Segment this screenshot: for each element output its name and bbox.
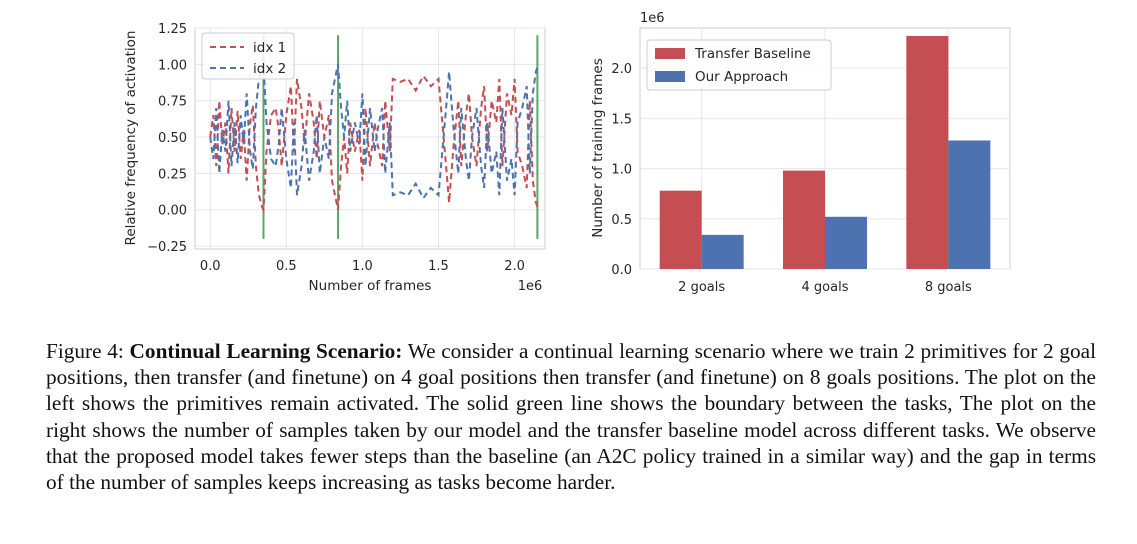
left-series-lines	[209, 60, 539, 214]
bar-our-approach-4-goals	[825, 216, 867, 269]
bar-transfer-baseline-2-goals	[659, 190, 702, 269]
bar-our-approach-8-goals	[948, 140, 991, 269]
series-line-idx1	[209, 74, 539, 214]
left-x-axis-label: Number of frames	[309, 278, 432, 294]
right-y-tick-label: 0.5	[611, 213, 632, 228]
left-y-tick-label: 0.25	[158, 167, 187, 182]
right-y-tick-label: 1.0	[611, 163, 632, 178]
right-x-ticks: 2 goals 4 goals 8 goals	[678, 280, 972, 295]
left-y-tick-label: 0.75	[158, 95, 187, 110]
left-x-ticks: 0.0 0.5 1.0 1.5 2.0	[200, 259, 525, 274]
bar-transfer-baseline-4-goals	[783, 170, 825, 269]
right-y-tick-label: 2.0	[611, 62, 632, 77]
left-x-tick-label: 0.5	[276, 259, 297, 274]
right-x-tick-label: 2 goals	[678, 280, 725, 295]
left-y-ticks: −0.25 0.00 0.25 0.50 0.75 1.00 1.25	[147, 22, 187, 255]
right-legend: Transfer Baseline Our Approach	[646, 39, 832, 91]
left-x-tick-label: 0.0	[200, 259, 221, 274]
right-x-tick-label: 8 goals	[925, 280, 972, 295]
legend-swatch-transfer-baseline	[655, 48, 685, 59]
left-y-tick-label: 0.00	[158, 204, 187, 219]
legend-label-idx2: idx 2	[253, 61, 286, 77]
left-y-tick-label: −0.25	[147, 240, 187, 255]
bar-our-approach-2-goals	[701, 234, 744, 269]
left-legend: idx 1 idx 2	[201, 32, 295, 80]
right-y-tick-label: 1.5	[611, 112, 632, 127]
right-legend-box	[646, 39, 832, 91]
left-y-tick-label: 0.50	[158, 131, 187, 146]
left-y-tick-label: 1.00	[158, 58, 187, 73]
right-bars	[659, 36, 991, 270]
caption-label: Figure 4:	[46, 339, 124, 363]
bar-chart-training-frames: 0.0 0.5 1.0 1.5 2.0 2 goals 4 goals 8 goals 1e…	[590, 11, 1011, 295]
caption-text: We consider a continual learning scenari…	[46, 339, 1096, 495]
caption-title: Continual Learning Scenario:	[129, 339, 403, 363]
legend-label-transfer-baseline: Transfer Baseline	[694, 46, 811, 62]
right-y-tick-label: 0.0	[611, 263, 632, 278]
left-y-tick-label: 1.25	[158, 22, 187, 37]
left-y-axis-label: Relative frequency of activation	[123, 31, 139, 246]
left-x-tick-label: 1.0	[352, 259, 373, 274]
bar-transfer-baseline-8-goals	[906, 36, 949, 270]
right-x-tick-label: 4 goals	[802, 280, 849, 295]
left-x-tick-label: 1.5	[428, 259, 449, 274]
right-y-axis-label: Number of training frames	[590, 58, 606, 237]
right-y-ticks: 0.0 0.5 1.0 1.5 2.0	[611, 62, 632, 278]
series-line-idx2	[209, 60, 539, 200]
legend-label-our-approach: Our Approach	[695, 69, 788, 85]
left-x-tick-label: 2.0	[504, 259, 525, 274]
figure-caption: Figure 4: Continual Learning Scenario: W…	[46, 338, 1096, 495]
legend-swatch-our-approach	[655, 71, 685, 82]
line-chart-activation: 0.0 0.5 1.0 1.5 2.0 −0.25 0.00 0.25 0.50 0.75 1.0…	[123, 22, 546, 294]
legend-label-idx1: idx 1	[253, 40, 286, 56]
left-x-multiplier: 1e6	[518, 279, 543, 294]
right-y-multiplier: 1e6	[640, 11, 665, 26]
